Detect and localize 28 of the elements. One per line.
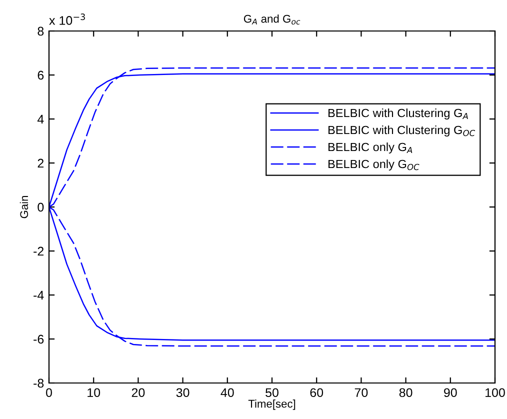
y-axis-title: Gain: [20, 196, 28, 218]
x-tick-label: 80: [399, 388, 412, 398]
text: x 10$^{−3}$: [49, 14, 85, 25]
x-tick-label: 60: [310, 388, 324, 398]
x-tick-label: 50: [266, 388, 278, 398]
x-tick-label: 10: [88, 388, 100, 398]
legend-label: BELBIC with Clustering G$_{OC}$: [328, 126, 476, 137]
y-tick-label: 8: [38, 26, 44, 36]
x-tick-label: 30: [176, 388, 190, 398]
x-tick-label: 40: [220, 388, 234, 398]
y-tick-label: 2: [38, 158, 44, 168]
y-tick-label: 0: [38, 202, 44, 212]
y-tick-label: -8: [34, 378, 44, 388]
x-tick-label: 100: [486, 388, 505, 398]
y-tick-label: 6: [38, 70, 44, 80]
x-axis-title: Time[sec]: [248, 400, 296, 410]
legend-label: BELBIC only G$_{A}$: [328, 142, 412, 154]
y-tick-label: -2: [34, 246, 44, 256]
x-tick-label: 70: [354, 388, 368, 398]
x-tick-label: 0: [46, 388, 52, 398]
legend-label: BELBIC with Clustering G$_{A}$: [328, 108, 468, 120]
chart-title: G$_{A}$ and G$_{oc}$: [244, 14, 300, 25]
x-tick-label: 20: [132, 388, 145, 398]
y-tick-label: -4: [34, 290, 44, 300]
x-tick-label: 90: [444, 388, 457, 398]
legend-label: BELBIC only G$_{OC}$: [328, 160, 420, 171]
y-tick-label: 4: [37, 114, 44, 124]
y-tick-label: -6: [34, 334, 44, 344]
